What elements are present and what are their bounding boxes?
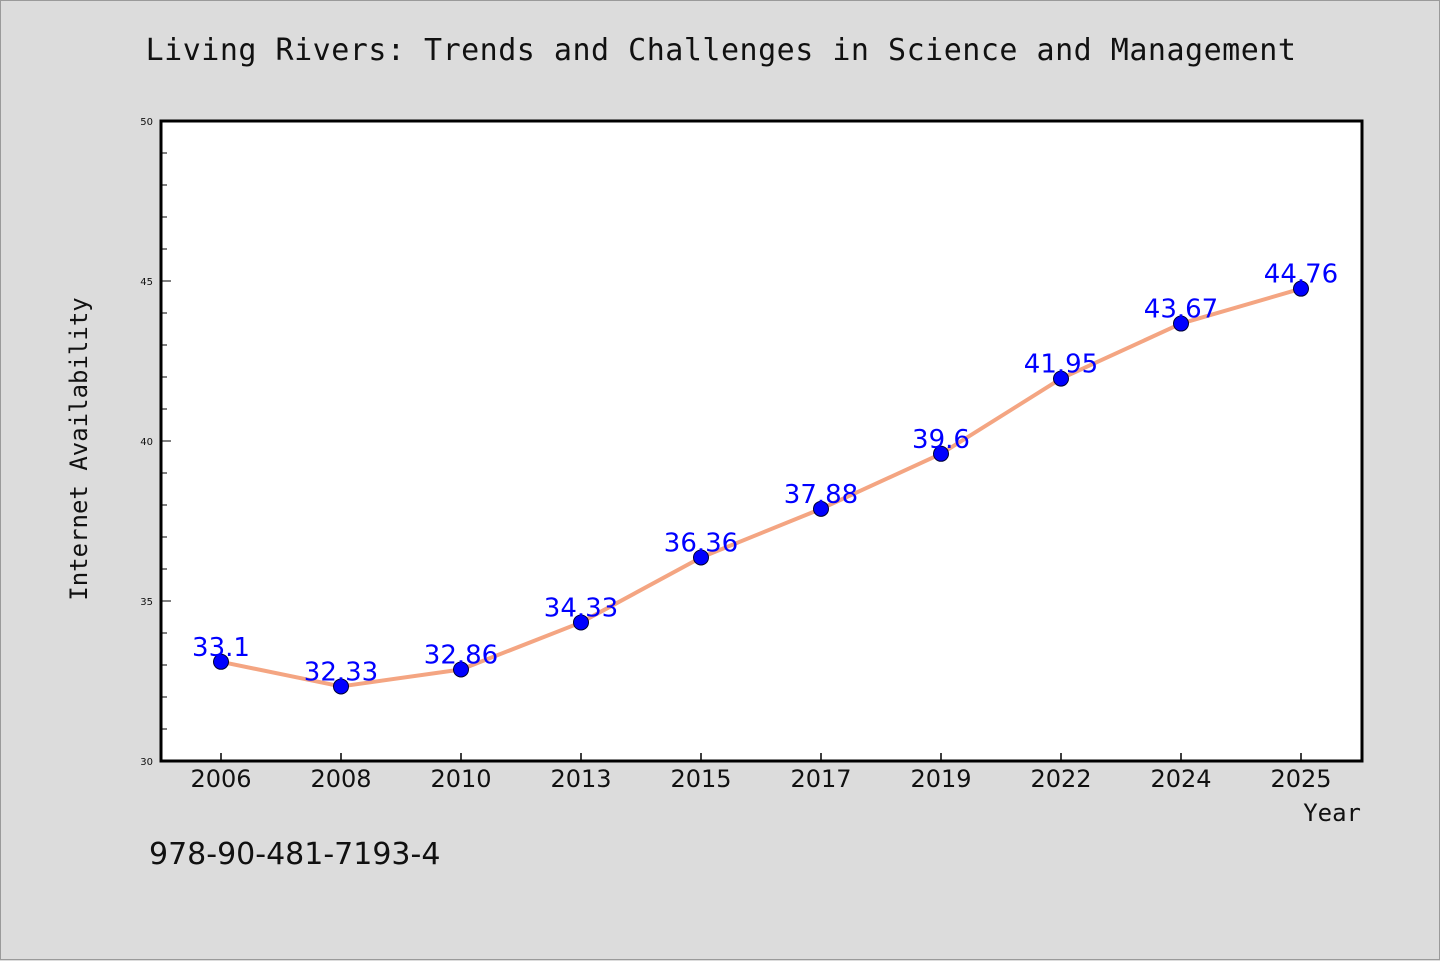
y-axis-label: Internet Availability [65,297,93,600]
data-point [453,661,469,678]
data-point [933,445,949,462]
y-tick-label: 30 [140,757,153,768]
x-tick-label: 2010 [430,765,491,793]
data-point [1053,370,1069,387]
isbn-text: 978-90-481-7193-4 [149,837,441,872]
data-point [693,549,709,566]
data-label: 36.36 [664,528,738,558]
data-label: 43.67 [1144,295,1218,325]
y-axis: 30 35 40 45 50 [140,117,171,768]
x-tick-label: 2006 [190,765,251,793]
series-layer: 33.1 32.33 32.86 34.33 36.36 37.88 39.6 41.95 43… [192,260,1338,695]
y-tick-label: 45 [140,277,153,288]
series-line [219,286,1303,689]
x-tick-label: 2025 [1270,765,1331,793]
x-tick-label: 2017 [790,765,851,793]
x-tick-label: 2013 [550,765,611,793]
data-label: 37.88 [784,480,858,510]
data-label: 39.6 [912,425,970,455]
x-tick-label: 2008 [310,765,371,793]
data-label: 41.95 [1024,350,1098,380]
data-label: 32.86 [424,640,498,670]
data-point [1173,315,1189,332]
x-tick-label: 2019 [910,765,971,793]
chart-title: Living Rivers: Trends and Challenges in … [145,33,1297,68]
x-tick-label: 2015 [670,765,731,793]
data-label: 34.33 [544,593,618,623]
x-axis: 2006 2008 2010 2013 2015 2017 2019 2022 2024 2025 [190,753,1332,793]
x-tick-label: 2024 [1150,765,1211,793]
data-point [1293,280,1309,297]
data-point [573,614,589,631]
data-label: 44.76 [1264,260,1338,290]
x-tick-label: 2022 [1030,765,1091,793]
plot-area [159,119,1364,763]
y-tick-label: 35 [140,597,153,608]
data-label: 32.33 [304,657,378,687]
data-point [213,653,229,670]
x-axis-label: Year [1303,799,1361,827]
data-label: 33.1 [192,633,250,663]
y-tick-label: 50 [140,117,153,128]
data-point [813,500,829,517]
y-tick-label: 40 [140,437,153,448]
data-point [333,678,349,695]
